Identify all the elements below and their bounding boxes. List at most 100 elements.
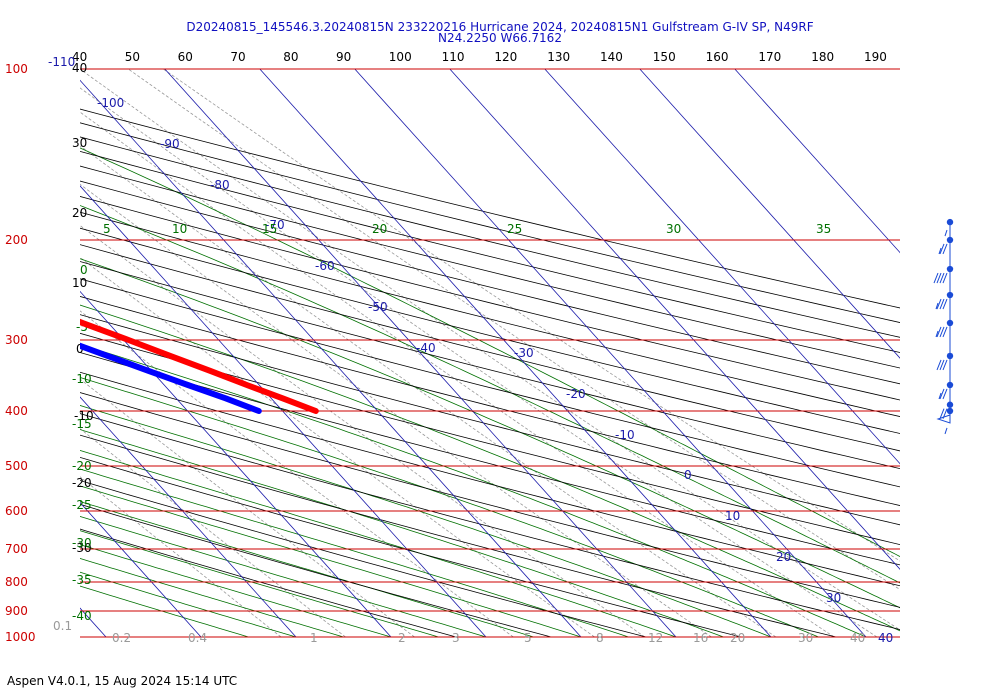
mixing-ratio-label: 16	[693, 631, 708, 645]
moist-adiabat-label: -15	[72, 417, 92, 431]
top-tick-label: 70	[230, 50, 245, 64]
isobars	[80, 68, 900, 638]
mixing-ratio-line	[80, 257, 595, 637]
isotherm-label: 0	[684, 468, 692, 482]
pressure-tick-label: 700	[5, 542, 28, 556]
pressure-tick-label: 800	[5, 575, 28, 589]
isotherm-label: -30	[514, 346, 534, 360]
isotherm-label: -70	[265, 218, 285, 232]
mixing-ratio-label: 0.2	[112, 631, 131, 645]
mixing-ratio-line	[80, 183, 712, 637]
moist-adiabat-label: -40	[72, 609, 92, 623]
moist-adiabat-line	[80, 530, 439, 637]
wind-barb-full	[933, 272, 939, 284]
isotherm-label: -100	[97, 96, 124, 110]
wind-barb-full	[942, 359, 948, 371]
moist-adiabat-label: 5	[103, 222, 111, 236]
mixing-ratio-line	[80, 224, 646, 637]
moist-adiabat-label: 35	[816, 222, 831, 236]
isotherm-line	[639, 69, 900, 359]
isotherm-line	[734, 69, 900, 254]
isotherm-line	[80, 396, 297, 637]
pressure-tick-label: 100	[5, 62, 28, 76]
temperature-point	[244, 382, 250, 388]
wind-level-dot	[946, 319, 954, 327]
wind-barb-half	[935, 302, 939, 310]
moist-adiabat-line	[80, 571, 297, 637]
dry-adiabat-line	[80, 528, 457, 637]
dry-adiabat-label: 40	[72, 61, 87, 75]
moist-adiabat-label: -25	[72, 498, 92, 512]
dry-adiabat-line	[80, 136, 900, 338]
pressure-tick-label: 300	[5, 333, 28, 347]
top-tick-label: 120	[494, 50, 517, 64]
moist-adiabat-line	[80, 585, 249, 637]
top-tick-label: 160	[706, 50, 729, 64]
wind-barb-half	[944, 229, 948, 237]
wind-level-dot	[946, 265, 954, 273]
wind-barb-full	[942, 272, 948, 284]
dry-adiabat-label: -30	[72, 541, 92, 555]
wind-barb-full	[936, 359, 942, 371]
pressure-tick-label: 200	[5, 233, 28, 247]
isotherm-line	[259, 69, 772, 637]
wind-barbs	[933, 218, 954, 435]
dry-adiabat-line	[80, 227, 900, 434]
moist-adiabat-line	[80, 515, 487, 637]
wind-barb-half	[944, 427, 948, 435]
top-tick-label: 100	[389, 50, 412, 64]
moist-adiabat-label: -5	[76, 320, 88, 334]
moist-adiabat-line	[80, 205, 900, 584]
dry-adiabats	[80, 108, 900, 637]
wind-barb-full	[939, 408, 945, 419]
dry-adiabat-label: 10	[72, 276, 87, 290]
top-tick-label: 90	[336, 50, 351, 64]
mixing-ratio-line	[80, 476, 282, 637]
dry-adiabat-line	[80, 211, 900, 418]
wind-barb-full	[942, 388, 948, 400]
dry-adiabat-line	[80, 150, 900, 353]
moist-adiabat-label: 15	[262, 222, 277, 236]
dry-adiabat-line	[80, 480, 647, 637]
moist-adiabat-line	[80, 304, 900, 632]
dry-adiabat-line	[80, 434, 837, 637]
isotherm-line	[80, 79, 582, 637]
pressure-tick-label: 900	[5, 604, 28, 618]
temperature-point	[313, 408, 319, 414]
dry-adiabat-line	[80, 278, 900, 488]
wind-pennant	[936, 414, 951, 424]
dry-adiabat-line	[80, 456, 742, 637]
dry-adiabat-line	[80, 314, 900, 526]
dry-adiabat-line	[80, 196, 900, 401]
dewpoint-point	[185, 382, 191, 388]
isotherm-line	[449, 69, 900, 570]
dewpoint-point	[105, 353, 111, 359]
top-tick-label: 60	[178, 50, 193, 64]
wind-barb-full	[939, 298, 945, 310]
dewpoint-point	[223, 395, 229, 401]
mixing-ratio-label: 0.4	[188, 631, 207, 645]
moist-adiabat-line	[80, 258, 900, 609]
dry-adiabat-line	[80, 332, 900, 546]
moist-adiabat-line	[80, 558, 344, 637]
dry-adiabat-line	[80, 180, 900, 385]
top-tick-label: 50	[125, 50, 140, 64]
wind-level-dot	[946, 381, 954, 389]
top-tick-label: 40	[72, 50, 87, 64]
temperature-point	[280, 395, 286, 401]
dewpoint-point	[146, 368, 152, 374]
top-tick-label: 130	[547, 50, 570, 64]
isotherm-label: -110	[48, 55, 75, 69]
temperature-point	[80, 320, 86, 326]
moist-adiabat-label: 25	[507, 222, 522, 236]
temperature-point	[167, 353, 173, 359]
wind-barb-full	[942, 298, 948, 310]
moist-adiabat-line	[80, 544, 392, 637]
wind-barb-half	[938, 392, 942, 400]
mixing-ratio-label: 3	[452, 631, 460, 645]
isotherm-line	[80, 290, 392, 637]
wind-level-dot	[946, 236, 954, 244]
wind-barb-full	[942, 326, 948, 338]
wind-barb-full	[939, 243, 945, 255]
